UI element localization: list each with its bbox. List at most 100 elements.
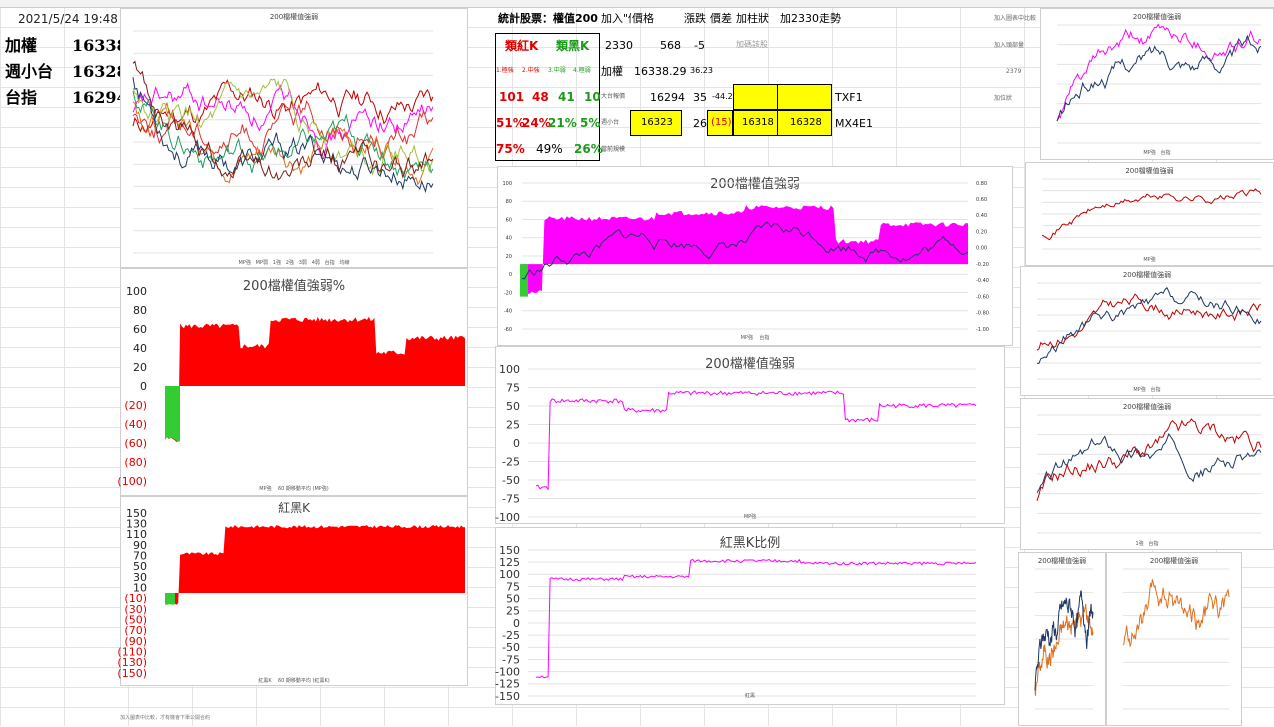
sub-label-3[interactable]: 3.中弱 — [548, 67, 566, 74]
series-line — [1034, 590, 1094, 691]
y-tick-label: (130) — [117, 656, 147, 669]
series-line — [132, 77, 434, 194]
chart-right-2[interactable]: 200檔權值強弱 MP強 — [1025, 162, 1274, 266]
y-tick-label: 100 — [126, 285, 147, 298]
y-tick-label: -0.80 — [976, 311, 989, 317]
y-tick-label: (60) — [124, 437, 147, 450]
right-label-4[interactable]: 加位狀 — [994, 95, 1013, 102]
y-tick-label: 100 — [499, 363, 520, 376]
right-label-2[interactable]: 加入頭部量 — [994, 42, 1025, 49]
row3-diff[interactable]: -44.29 — [712, 92, 738, 101]
yellow-price-a[interactable] — [630, 110, 682, 136]
hdr-change[interactable]: 漲跌 — [684, 12, 706, 25]
row5-label[interactable]: 當前規模 — [601, 146, 626, 153]
y-tick-label: 60 — [133, 323, 147, 336]
pct-4[interactable]: 5% — [580, 116, 601, 130]
chart-legend: MP強 — [1143, 257, 1156, 263]
y-tick-label: 20 — [133, 361, 147, 374]
y-tick-label: 150 — [499, 544, 520, 557]
sub-label-1[interactable]: 1.極強 — [496, 67, 514, 74]
count-3[interactable]: 41 — [558, 90, 575, 104]
pct-3[interactable]: 21% — [548, 116, 577, 130]
chart-top-left[interactable]: 200檔權值強弱 MP強 MP弱 1強 2強 3弱 4弱 台指 均線 — [120, 8, 468, 268]
hdr-price[interactable]: 價格 — [632, 12, 654, 25]
chart-legend: MP強 MP弱 1強 2強 3弱 4弱 台指 均線 — [238, 260, 350, 266]
sub-label-4[interactable]: 4.極弱 — [573, 67, 591, 74]
row3-label[interactable]: 大台報價 — [601, 93, 626, 100]
chart-right-4[interactable]: 200檔權值強弱 1強 台指 — [1020, 398, 1274, 550]
line-magenta — [535, 558, 977, 679]
row1-code[interactable]: 2330 — [605, 39, 633, 52]
chart-left-bot[interactable]: 紅黑K 150 130 110 90 70 50 30 10 (10) (30) (50) (70)(… — [117, 496, 468, 686]
index-value-weekly-mini[interactable]: 16328 — [72, 62, 128, 81]
red-k-header[interactable]: 類紅K — [505, 39, 539, 53]
chart-center-bot[interactable]: 紅黑K比例 150 125 100 75 50 25 0 -25 -50 -75 -100 -125-… — [495, 527, 1005, 705]
count-1[interactable]: 101 — [499, 90, 525, 104]
count-2[interactable]: 48 — [532, 90, 549, 104]
index-label-futures[interactable]: 台指 — [5, 88, 38, 107]
row3-change[interactable]: 35 — [693, 91, 707, 104]
hdr-add-price[interactable]: 加入"價格 — [601, 13, 631, 24]
total-red[interactable]: 75% — [496, 142, 525, 156]
row2-price[interactable]: 16338.29 — [634, 65, 687, 78]
y-tick-label: 75 — [506, 580, 520, 593]
chart-title: 200檔權值強弱 — [269, 13, 319, 21]
series-line — [132, 100, 434, 160]
total-green[interactable]: 26% — [574, 142, 603, 156]
y-tick-label: -0.60 — [976, 294, 989, 300]
series-line — [1041, 188, 1262, 241]
row2-change[interactable]: 36.23 — [690, 66, 713, 75]
row4-change[interactable]: 26 — [693, 117, 707, 130]
row2-label[interactable]: 加權 — [601, 65, 623, 78]
series-line — [1034, 603, 1094, 696]
row4-contract[interactable]: MX4E1 — [835, 117, 873, 130]
row1-price[interactable]: 568 — [660, 39, 681, 52]
y-tick-label: 25 — [506, 605, 520, 618]
line-navy — [521, 221, 969, 280]
y-tick-label: 0.40 — [976, 213, 987, 219]
yellow-box-2[interactable] — [777, 84, 832, 110]
chart-right-3[interactable]: 200檔權值強弱 MP強 台指 — [1020, 266, 1274, 396]
stats-table-border — [495, 33, 600, 161]
chart-right-1[interactable]: 200檔權值強弱 MP強 台指 — [1040, 8, 1274, 160]
y-tick-label: 70 — [133, 550, 147, 563]
black-k-header[interactable]: 類黑K — [556, 39, 590, 53]
yellow-diff[interactable] — [707, 110, 733, 136]
row4-label[interactable]: 週小台 — [601, 119, 620, 126]
index-value-taiex[interactable]: 16338 — [72, 36, 128, 55]
yellow-price-c[interactable] — [777, 110, 832, 136]
y-tick-label: 40 — [506, 236, 512, 242]
chart-right-5a[interactable]: 200檔權值強弱 — [1018, 552, 1106, 726]
yellow-box-1[interactable] — [733, 84, 778, 110]
chart-center-mid[interactable]: 200檔權值強弱 100 75 50 25 0 -25 -50 -75 -100 MP強 — [495, 346, 1005, 524]
row3-price[interactable]: 16294 — [650, 91, 685, 104]
hdr-add-bar[interactable]: 加柱狀 — [736, 12, 769, 25]
hdr-add-2330[interactable]: 加2330走勢 — [780, 12, 841, 25]
pct-2[interactable]: 24% — [522, 116, 551, 130]
index-label-weekly-mini[interactable]: 週小台 — [5, 62, 54, 81]
datetime-cell[interactable]: 2021/5/24 19:48 — [18, 12, 118, 26]
count-4[interactable]: 10 — [584, 90, 601, 104]
row1-change[interactable]: -5 — [694, 39, 705, 52]
index-label-taiex[interactable]: 加權 — [5, 36, 38, 55]
index-value-futures[interactable]: 16294 — [72, 88, 128, 107]
chart-center-top[interactable]: 200檔權值強弱 100 80 60 40 20 0 -20 -40 -60 0.80 0.60 0.… — [497, 166, 1013, 346]
pct-1[interactable]: 51% — [496, 116, 525, 130]
y-tick-label: (110) — [117, 646, 147, 659]
row4-price-a[interactable]: 16323 — [641, 117, 673, 128]
chart-right-5b[interactable]: 200檔權值強弱 — [1106, 552, 1242, 726]
right-label-1[interactable]: 加入圖表中比較 — [994, 15, 1037, 22]
row3-contract[interactable]: TXF1 — [835, 91, 863, 104]
right-label-3[interactable]: 2379 — [1006, 68, 1022, 75]
hdr-diff[interactable]: 價差 — [710, 12, 732, 25]
chart-left-mid[interactable]: 200檔權值強弱% 100 80 60 40 20 0 (20) (40) (60) (80) (1… — [117, 268, 468, 496]
series-line — [132, 82, 434, 160]
stats-title[interactable]: 統計股票：權值200 — [498, 12, 598, 25]
row4-price-c[interactable]: 16328 — [790, 117, 822, 128]
total-mid[interactable]: 49% — [536, 142, 563, 156]
series-line — [132, 60, 434, 181]
row4-price-b[interactable]: 16318 — [742, 117, 774, 128]
sub-label-2[interactable]: 2.中強 — [522, 67, 540, 74]
row1-note[interactable]: 加碼該股 — [736, 40, 768, 49]
row4-diff[interactable]: (15) — [711, 117, 732, 128]
